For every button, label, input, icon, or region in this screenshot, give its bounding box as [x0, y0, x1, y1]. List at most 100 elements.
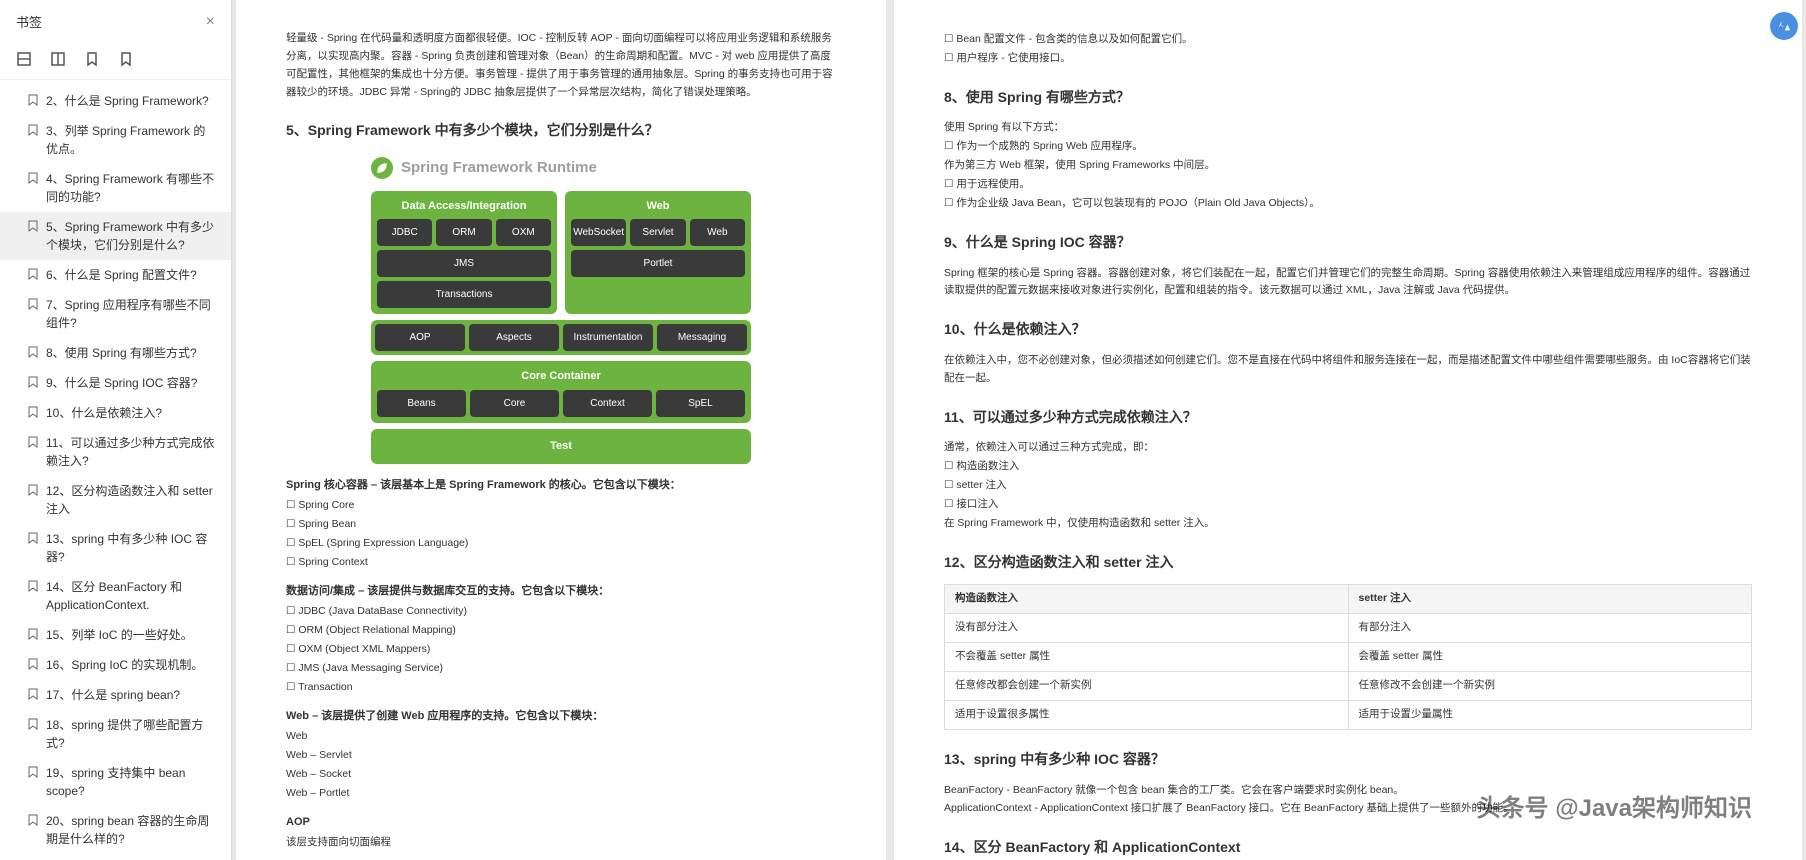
bookmark-item[interactable]: 3、列举 Spring Framework 的优点。: [0, 116, 231, 164]
bookmark-item[interactable]: 12、区分构造函数注入和 setter 注入: [0, 476, 231, 524]
diagram-box: Transactions: [377, 281, 551, 308]
bookmark-label: 16、Spring IoC 的实现机制。: [46, 656, 203, 674]
table-header: 构造函数注入: [945, 585, 1349, 614]
bookmark-item[interactable]: 15、列举 IoC 的一些好处。: [0, 620, 231, 650]
bookmark-label: 2、什么是 Spring Framework?: [46, 92, 209, 110]
list-item: ☐ JMS (Java Messaging Service): [286, 660, 836, 678]
bookmark-item[interactable]: 7、Spring 应用程序有哪些不同组件?: [0, 290, 231, 338]
diagram-box: JDBC: [377, 219, 432, 246]
sidebar-title: 书签: [16, 12, 42, 31]
bookmark-item[interactable]: 9、什么是 Spring IOC 容器?: [0, 368, 231, 398]
bookmark-label: 12、区分构造函数注入和 setter 注入: [46, 482, 217, 518]
web-head: Web – 该层提供了创建 Web 应用程序的支持。它包含以下模块：: [286, 707, 836, 726]
list-item: 作为第三方 Web 框架，使用 Spring Frameworks 中间层。: [944, 157, 1752, 175]
test-box: Test: [371, 429, 751, 464]
translate-button[interactable]: [1770, 12, 1798, 40]
list-item: ☐ 作为一个成熟的 Spring Web 应用程序。: [944, 138, 1752, 156]
diagram-box: Messaging: [657, 324, 747, 351]
s12-title: 12、区分构造函数注入和 setter 注入: [944, 551, 1752, 575]
s8-t1: 使用 Spring 有以下方式：: [944, 119, 1752, 137]
bookmark-item[interactable]: 19、spring 支持集中 bean scope?: [0, 758, 231, 806]
diagram-box: WebSocket: [571, 219, 626, 246]
bookmark-label: 5、Spring Framework 中有多少个模块，它们分别是什么?: [46, 218, 217, 254]
list-item: Web – Socket: [286, 766, 836, 784]
sidebar-toolbar: [0, 43, 231, 80]
bookmark-label: 14、区分 BeanFactory 和 ApplicationContext.: [46, 578, 217, 614]
bookmark-icon: [28, 814, 38, 826]
list-item: ☐ Bean 配置文件 - 包含类的信息以及如何配置它们。: [944, 31, 1752, 49]
bookmark-item[interactable]: 17、什么是 spring bean?: [0, 680, 231, 710]
bookmark-icon: [28, 484, 38, 496]
bookmark-item[interactable]: 10、什么是依赖注入?: [0, 398, 231, 428]
aop-text: 该层支持面向切面编程: [286, 834, 836, 852]
bookmark-icon: [28, 718, 38, 730]
document-content: 轻量级 - Spring 在代码量和透明度方面都很轻便。IOC - 控制反转 A…: [232, 0, 1806, 860]
bookmark-label: 4、Spring Framework 有哪些不同的功能?: [46, 170, 217, 206]
bookmark-label: 17、什么是 spring bean?: [46, 686, 180, 704]
table-row: 适用于设置很多属性适用于设置少量属性: [945, 700, 1752, 729]
list-item: ☐ SpEL (Spring Expression Language): [286, 535, 836, 553]
section-5-title: 5、Spring Framework 中有多少个模块，它们分别是什么？: [286, 119, 836, 143]
bookmark-icon: [28, 172, 38, 184]
bookmark-item[interactable]: 21、什么是 spring 的内部 bean?: [0, 854, 231, 860]
bookmark-label: 3、列举 Spring Framework 的优点。: [46, 122, 217, 158]
diagram-box: Beans: [377, 390, 466, 417]
list-item: ☐ Spring Context: [286, 554, 836, 572]
bookmark-item[interactable]: 16、Spring IoC 的实现机制。: [0, 650, 231, 680]
list-item: ☐ Transaction: [286, 679, 836, 697]
s13-title: 13、spring 中有多少种 IOC 容器？: [944, 748, 1752, 772]
bookmark-item[interactable]: 18、spring 提供了哪些配置方式?: [0, 710, 231, 758]
bookmark-item[interactable]: 8、使用 Spring 有哪些方式?: [0, 338, 231, 368]
bookmark-label: 13、spring 中有多少种 IOC 容器?: [46, 530, 217, 566]
diagram-box: AOP: [375, 324, 465, 351]
collapse-icon[interactable]: [50, 51, 66, 67]
table-cell: 有部分注入: [1348, 614, 1752, 643]
list-item: ☐ 用于远程使用。: [944, 176, 1752, 194]
bookmark-item[interactable]: 20、spring bean 容器的生命周期是什么样的?: [0, 806, 231, 854]
list-item: ☐ 作为企业级 Java Bean，它可以包装现有的 POJO（Plain Ol…: [944, 195, 1752, 213]
table-cell: 任意修改不会创建一个新实例: [1348, 672, 1752, 701]
list-item: ☐ Spring Bean: [286, 516, 836, 534]
list-item: ☐ OXM (Object XML Mappers): [286, 641, 836, 659]
bookmark-label: 10、什么是依赖注入?: [46, 404, 162, 422]
bookmark-icon: [28, 220, 38, 232]
s10-title: 10、什么是依赖注入？: [944, 318, 1752, 342]
s11-t1: 通常，依赖注入可以通过三种方式完成，即：: [944, 439, 1752, 457]
expand-icon[interactable]: [16, 51, 32, 67]
bookmark-item[interactable]: 11、可以通过多少种方式完成依赖注入?: [0, 428, 231, 476]
data-access-group: Data Access/Integration JDBCORMOXMJMSTra…: [371, 191, 557, 315]
list-item: ☐ 构造函数注入: [944, 458, 1752, 476]
close-icon[interactable]: ×: [206, 13, 215, 31]
diagram-box: Portlet: [571, 250, 745, 277]
bookmark-item[interactable]: 2、什么是 Spring Framework?: [0, 86, 231, 116]
bookmark-item[interactable]: 6、什么是 Spring 配置文件?: [0, 260, 231, 290]
bookmark-label: 15、列举 IoC 的一些好处。: [46, 626, 193, 644]
table-row: 没有部分注入有部分注入: [945, 614, 1752, 643]
bookmark-item[interactable]: 14、区分 BeanFactory 和 ApplicationContext.: [0, 572, 231, 620]
bookmarks-sidebar: 书签 × 2、什么是 Spring Framework? 3、列举 Spring …: [0, 0, 232, 860]
bookmark-icon: [28, 658, 38, 670]
bookmark-icon: [28, 628, 38, 640]
bookmark-add-icon[interactable]: [84, 51, 100, 67]
bookmark-icon[interactable]: [118, 51, 134, 67]
page-right: ☐ Bean 配置文件 - 包含类的信息以及如何配置它们。☐ 用户程序 - 它使…: [894, 0, 1802, 860]
bookmark-item[interactable]: 5、Spring Framework 中有多少个模块，它们分别是什么?: [0, 212, 231, 260]
list-item: Web: [286, 728, 836, 746]
diagram-box: Servlet: [630, 219, 685, 246]
bookmark-label: 20、spring bean 容器的生命周期是什么样的?: [46, 812, 217, 848]
bookmark-icon: [28, 298, 38, 310]
table-header: setter 注入: [1348, 585, 1752, 614]
bookmark-item[interactable]: 4、Spring Framework 有哪些不同的功能?: [0, 164, 231, 212]
bookmark-item[interactable]: 13、spring 中有多少种 IOC 容器?: [0, 524, 231, 572]
intro-text: 轻量级 - Spring 在代码量和透明度方面都很轻便。IOC - 控制反转 A…: [286, 30, 836, 101]
s13-t2: ApplicationContext - ApplicationContext …: [944, 800, 1752, 818]
table-cell: 适用于设置很多属性: [945, 700, 1349, 729]
diagram-box: OXM: [496, 219, 551, 246]
list-item: ☐ 接口注入: [944, 496, 1752, 514]
bookmark-icon: [28, 580, 38, 592]
bookmark-label: 8、使用 Spring 有哪些方式?: [46, 344, 197, 362]
bookmark-icon: [28, 94, 38, 106]
diagram-box: JMS: [377, 250, 551, 277]
s9-title: 9、什么是 Spring IOC 容器？: [944, 231, 1752, 255]
spring-runtime-diagram: Spring Framework Runtime Data Access/Int…: [371, 155, 751, 464]
